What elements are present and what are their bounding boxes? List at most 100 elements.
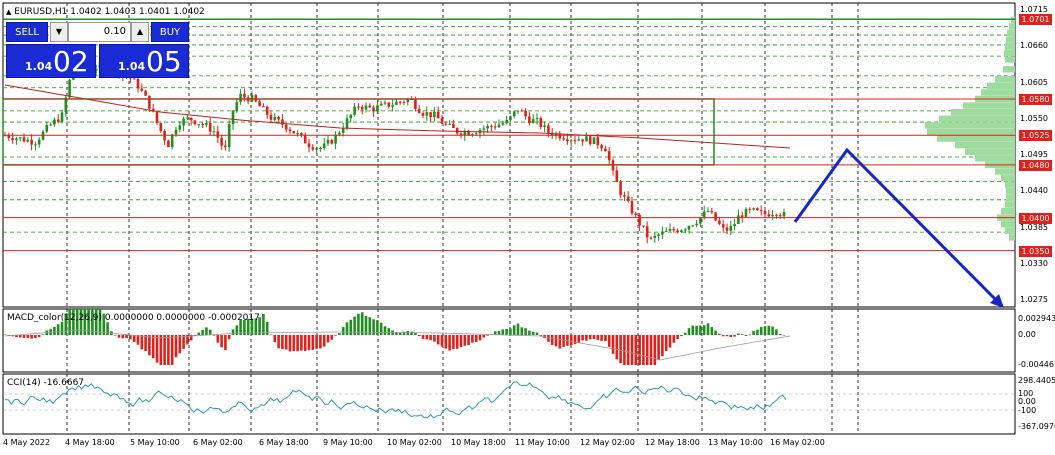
macd-bar [691, 325, 695, 335]
macd-bar [338, 333, 341, 335]
macd-bar [630, 335, 634, 365]
candle-body [296, 133, 299, 135]
time-tick-label: 6 May 18:00 [259, 438, 309, 447]
candle-body [64, 97, 68, 113]
candle-body [467, 131, 470, 136]
price-tick-label: 1.0440 [1020, 186, 1048, 196]
macd-label: MACD_color(12,26,9) 0.0000000 0.0000000 … [7, 313, 260, 323]
macd-bar [474, 335, 478, 342]
candle-body [37, 139, 41, 145]
candle-body [596, 137, 600, 146]
macd-bar [516, 323, 520, 335]
candle-body [581, 139, 584, 142]
cci-label: CCI(14) -16.6667 [7, 378, 85, 388]
volume-profile-bar [1001, 174, 1015, 182]
macd-bar [22, 335, 26, 338]
candle-body [547, 125, 550, 133]
cci-tick-label: -367.0976 [1018, 422, 1055, 431]
candle-body [201, 124, 204, 126]
down-arrow-icon: ▼ [55, 27, 63, 36]
candle-body [524, 110, 527, 117]
one-click-trading-panel: SELL ▼ 0.10 ▲ BUY 1.04 02 1.04 05 [6, 22, 189, 78]
candle-body [281, 119, 284, 125]
candle-body [763, 210, 767, 215]
macd-bar [56, 324, 60, 335]
ask-price-box[interactable]: 1.04 05 [99, 44, 189, 78]
candle-body [174, 129, 178, 135]
macd-bar [197, 332, 201, 335]
macd-bar [239, 319, 242, 335]
volume-profile-bar [937, 135, 1015, 142]
macd-bar [387, 328, 391, 335]
macd-bar [661, 335, 664, 357]
candle-body [239, 93, 242, 102]
macd-bar [729, 335, 733, 338]
macd-bar [471, 335, 474, 343]
candle-body [471, 134, 474, 136]
candle-body [672, 229, 676, 231]
candle-body [474, 133, 478, 135]
macd-bar [178, 335, 182, 354]
macd-bar [410, 331, 413, 335]
candle-body [406, 99, 410, 103]
buy-button[interactable]: BUY [151, 22, 189, 42]
macd-bar [3, 334, 7, 336]
lot-size-input[interactable]: 0.10 [68, 22, 131, 42]
candle-body [566, 139, 569, 142]
macd-bar [623, 335, 626, 365]
macd-bar [353, 316, 356, 335]
candle-body [144, 90, 147, 96]
macd-bar [91, 309, 94, 335]
candle-body [254, 95, 258, 102]
macd-bar [775, 329, 778, 335]
macd-bar [334, 335, 337, 336]
candle-body [767, 214, 771, 217]
lot-increase-button[interactable]: ▲ [131, 22, 149, 42]
candle-body [311, 147, 315, 150]
candle-body [619, 182, 622, 196]
macd-bar [383, 326, 387, 335]
bid-price-box[interactable]: 1.04 02 [6, 44, 96, 78]
macd-bar [326, 335, 330, 343]
sell-button[interactable]: SELL [6, 22, 48, 42]
candle-body [607, 151, 611, 161]
candle-body [269, 114, 273, 120]
macd-bar [132, 335, 136, 342]
price-tick-label: 1.0495 [1020, 150, 1048, 159]
macd-bar [733, 335, 736, 337]
macd-bar [41, 334, 45, 335]
macd-bar [167, 335, 170, 365]
macd-bar [30, 335, 33, 339]
candle-body [604, 148, 607, 152]
candle-body [775, 214, 778, 216]
macd-bar [550, 335, 554, 345]
candle-body [421, 113, 425, 116]
candle-body [303, 134, 307, 144]
macd-bar [455, 335, 459, 349]
ask-price-prefix: 1.04 [118, 60, 146, 73]
macd-bar [645, 335, 649, 365]
lot-decrease-button[interactable]: ▼ [50, 22, 68, 42]
candle-body [554, 133, 558, 136]
volume-profile-bar [951, 108, 1015, 116]
macd-bar [680, 335, 683, 337]
candle-body [360, 106, 364, 110]
candle-body [683, 229, 687, 231]
candle-body [748, 208, 752, 210]
macd-bar [106, 322, 109, 335]
macd-bar [227, 335, 231, 340]
macd-bar [668, 335, 672, 348]
candle-body [208, 123, 212, 132]
candle-body [417, 108, 421, 114]
macd-bar [398, 332, 402, 335]
time-tick-label: 4 May 18:00 [65, 438, 115, 447]
candle-body [752, 208, 755, 210]
candle-body [372, 107, 375, 112]
macd-bar [687, 328, 691, 335]
macd-signal-line [4, 329, 791, 361]
price-tick-label: 1.0385 [1020, 222, 1048, 232]
macd-bar [512, 325, 516, 335]
macd-bar [254, 318, 258, 335]
macd-bar [212, 335, 216, 336]
